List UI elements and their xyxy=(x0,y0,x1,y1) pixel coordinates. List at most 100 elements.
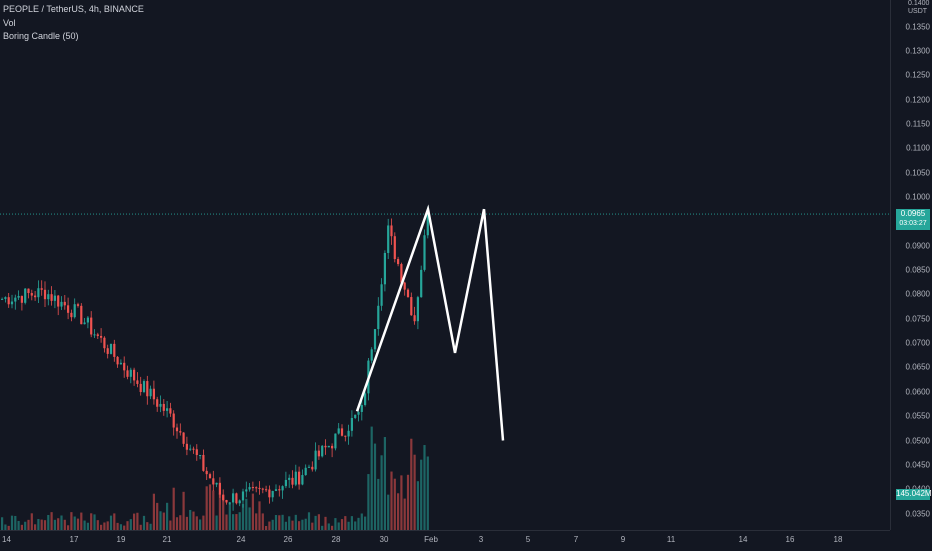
time-tick-label: 19 xyxy=(116,535,126,544)
price-axis[interactable]: 0.1350 0.1300 0.1250 0.1200 0.1150 0.1100 0.10… xyxy=(890,0,932,530)
candle-body xyxy=(423,235,426,270)
volume-bar xyxy=(142,515,146,530)
time-tick-label: 5 xyxy=(525,535,531,544)
candle-body xyxy=(50,294,53,301)
volume-bar xyxy=(218,493,221,530)
volume-bar xyxy=(152,493,155,530)
candle-body xyxy=(251,487,254,489)
volume-bar xyxy=(179,515,182,530)
candle-body xyxy=(397,259,400,265)
volume-bar xyxy=(192,511,195,530)
candle-body xyxy=(96,334,99,336)
volume-bar xyxy=(76,518,80,530)
candle-body xyxy=(258,487,261,489)
price-tick-label: 0.0350 xyxy=(905,509,930,519)
price-tick-label: 0.1250 xyxy=(905,70,930,80)
volume-bar xyxy=(298,521,301,530)
volume-bar xyxy=(331,525,334,530)
candle-body xyxy=(106,348,109,354)
candle-body xyxy=(192,448,195,450)
candle-body xyxy=(248,487,251,490)
volume-bar xyxy=(347,521,350,530)
candle-body xyxy=(380,284,383,306)
volume-bar xyxy=(215,515,218,530)
volume-bar xyxy=(100,524,103,530)
volume-bar xyxy=(327,523,330,530)
volume-bar xyxy=(80,512,83,530)
volume-bar xyxy=(416,481,419,530)
volume-bar xyxy=(311,522,314,530)
candle-body xyxy=(347,430,350,437)
candle-body xyxy=(162,403,165,411)
price-tick-label: 0.0900 xyxy=(905,241,930,251)
candle-body xyxy=(152,388,155,400)
volume-bar xyxy=(67,525,70,530)
time-tick-label: 17 xyxy=(69,535,79,544)
candle-body xyxy=(139,383,142,393)
volume-bar xyxy=(284,521,287,530)
volume-bar xyxy=(103,522,106,530)
volume-bar xyxy=(245,498,248,530)
candle-body xyxy=(241,491,245,501)
candle-body xyxy=(218,482,221,495)
volume-bar xyxy=(364,516,367,530)
time-tick-label: 11 xyxy=(666,535,676,544)
candle-body xyxy=(255,487,258,489)
candle-body xyxy=(235,493,238,504)
price-axis-unit-label: USDT xyxy=(908,8,928,15)
candle-body xyxy=(156,399,159,407)
candle-body xyxy=(1,298,4,300)
volume-bar xyxy=(182,491,185,530)
price-tick-label: 0.0800 xyxy=(905,289,930,299)
volume-bar xyxy=(109,515,113,530)
volume-bar xyxy=(423,445,426,530)
volume-bar xyxy=(241,504,245,530)
volume-bar xyxy=(370,426,373,530)
time-axis[interactable]: 14 17 19 21 24 26 28 30 Feb 3 5 7 9 11 14 16 18 xyxy=(0,530,890,551)
volume-bar xyxy=(274,514,278,530)
candle-body xyxy=(20,296,23,303)
volume-bar xyxy=(106,521,109,530)
volume-bar xyxy=(205,486,208,530)
volume-bar xyxy=(294,514,297,530)
candle-body xyxy=(301,475,304,485)
candle-body xyxy=(146,381,149,397)
legend-symbol[interactable]: PEOPLE / TetherUS, 4h, BINANCE xyxy=(3,4,144,14)
candle-body xyxy=(307,466,311,468)
candle-body xyxy=(205,470,208,475)
candle-body xyxy=(133,369,136,381)
candle-body xyxy=(331,445,334,449)
candle-body xyxy=(123,362,126,371)
volume-bar xyxy=(373,443,377,530)
legend-indicator[interactable]: Boring Candle (50) xyxy=(3,31,79,41)
candle-body xyxy=(360,404,363,412)
volume-bar xyxy=(271,519,274,530)
candlestick-chart[interactable] xyxy=(0,0,890,530)
candle-body xyxy=(364,393,367,405)
volume-bar xyxy=(350,516,353,530)
time-tick-label: 18 xyxy=(833,535,843,544)
candle-body xyxy=(7,297,10,305)
chart-area[interactable]: PEOPLE / TetherUS, 4h, BINANCE Vol Borin… xyxy=(0,0,890,530)
legend-volume[interactable]: Vol xyxy=(3,18,16,28)
time-tick-label: 16 xyxy=(785,535,795,544)
candle-body xyxy=(73,304,76,318)
volume-bar xyxy=(420,459,423,530)
time-tick-label: Feb xyxy=(424,535,438,544)
candle-body xyxy=(245,489,248,492)
candle-body xyxy=(159,403,162,407)
price-tick-label: 0.1050 xyxy=(905,168,930,178)
volume-bar xyxy=(337,522,340,530)
volume-bar xyxy=(73,516,76,530)
volume-bar xyxy=(202,515,205,530)
volume-bar xyxy=(10,515,14,530)
volume-bar xyxy=(413,454,416,530)
candle-body xyxy=(149,388,152,397)
volume-bar xyxy=(410,438,413,530)
time-tick-label: 14 xyxy=(2,535,11,544)
price-axis-unit: 0.1400 USDT xyxy=(896,0,929,16)
candle-body xyxy=(212,478,215,485)
candle-body xyxy=(70,312,73,318)
volume-bar xyxy=(123,525,126,530)
volume-bar xyxy=(113,513,116,530)
